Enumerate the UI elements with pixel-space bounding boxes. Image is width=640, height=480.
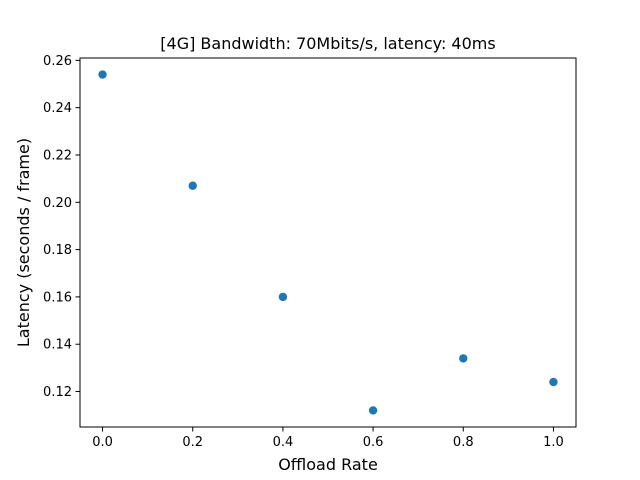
x-tick-label: 0.6 [363,435,384,450]
y-tick-label: 0.14 [43,338,72,353]
y-tick-label: 0.16 [43,290,72,305]
x-tick-label: 0.4 [273,435,294,450]
x-axis-title: Offload Rate [278,455,378,474]
data-point [278,292,288,302]
plot-frame [79,57,577,428]
x-tick-label: 0.2 [182,435,203,450]
data-point [549,377,558,387]
chart-title: [4G] Bandwidth: 70Mbits/s, latency: 40ms [160,34,495,53]
y-axis-title: Latency (seconds / frame) [14,138,33,347]
y-tick-label: 0.22 [43,148,72,163]
x-axis: 0.0 0.2 0.4 0.6 0.8 1.0 [92,427,564,450]
y-tick-label: 0.12 [43,385,72,400]
y-tick-label: 0.26 [43,54,72,69]
data-points [98,70,558,415]
x-tick-label: 1.0 [543,435,564,450]
y-tick-label: 0.20 [43,196,72,211]
plot-area [79,57,577,428]
y-axis: 0.12 0.14 0.16 0.18 0.20 0.22 0.24 0.26 [43,54,80,400]
y-tick-label: 0.24 [43,101,72,116]
data-point [368,406,378,415]
data-point [459,354,468,363]
data-point [98,70,107,79]
data-point [188,181,197,190]
x-tick-label: 0.8 [453,435,474,450]
x-tick-label: 0.0 [92,435,113,450]
y-tick-label: 0.18 [43,243,72,258]
